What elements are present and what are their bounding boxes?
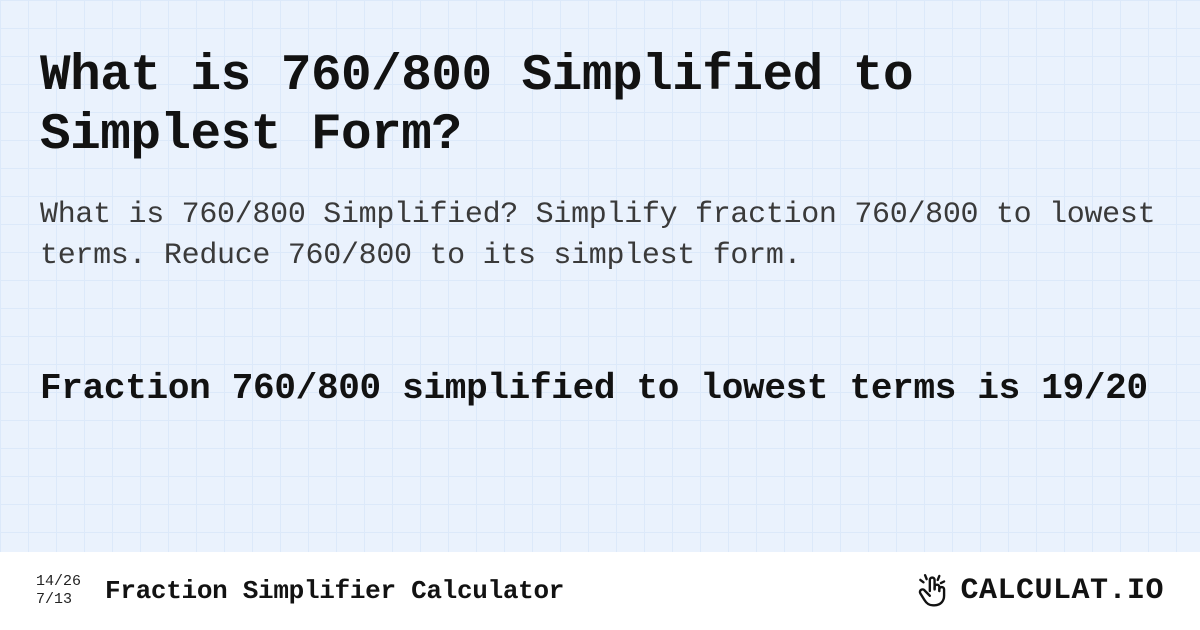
- fraction-top: 14/26: [36, 573, 81, 591]
- footer: 14/26 7/13 Fraction Simplifier Calculato…: [0, 552, 1200, 630]
- footer-left: 14/26 7/13 Fraction Simplifier Calculato…: [36, 573, 564, 609]
- page-title: What is 760/800 Simplified to Simplest F…: [40, 48, 1160, 165]
- fraction-icon: 14/26 7/13: [36, 573, 81, 609]
- tap-hand-icon: [914, 572, 952, 610]
- brand: CALCULAT.IO: [914, 572, 1164, 610]
- page-description: What is 760/800 Simplified? Simplify fra…: [40, 195, 1160, 276]
- page-answer: Fraction 760/800 simplified to lowest te…: [40, 366, 1160, 413]
- main-content: What is 760/800 Simplified to Simplest F…: [0, 0, 1200, 413]
- fraction-bottom: 7/13: [36, 591, 81, 609]
- brand-text: CALCULAT.IO: [960, 574, 1164, 608]
- tool-name: Fraction Simplifier Calculator: [105, 576, 564, 606]
